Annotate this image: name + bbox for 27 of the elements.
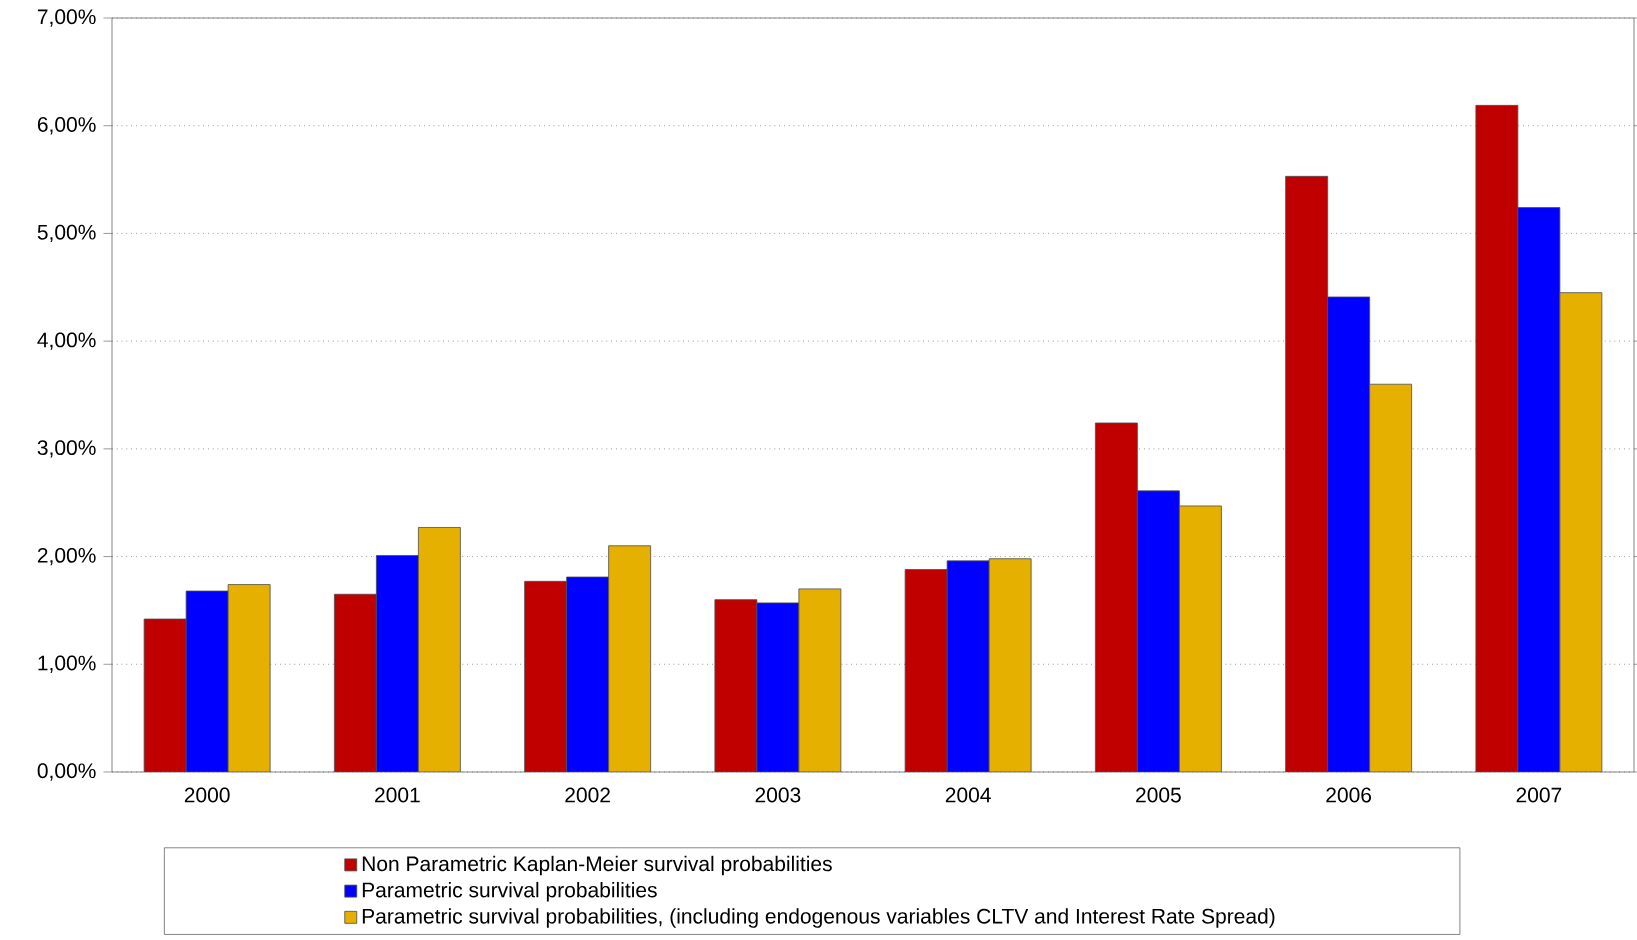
x-tick-label: 2000 (184, 787, 230, 803)
bar (798, 588, 842, 772)
legend-label: Parametric survival probabilities (362, 882, 657, 902)
y-tick-label: 5,00% (37, 224, 96, 243)
x-tick-label: 2007 (1516, 787, 1562, 803)
bar (1369, 383, 1413, 772)
bar (227, 584, 271, 772)
bar (417, 527, 461, 772)
y-tick-label: 1,00% (38, 655, 96, 673)
y-tick-label: 3,00% (37, 440, 96, 458)
legend-label: Parametric survival probabilities, (including endogenous variables CLTV and Interest Rate Spread) (362, 908, 1275, 928)
y-tick-label: 4,00% (37, 332, 96, 350)
bar (1178, 505, 1222, 772)
x-tick-label: 2001 (375, 787, 420, 803)
bar (608, 545, 652, 772)
legend-label: Non Parametric Kaplan-Meier survival probabilities (362, 855, 832, 876)
y-tick-label: 7,00% (37, 9, 96, 27)
y-tick-label: 0,00% (37, 763, 96, 781)
x-tick-label: 2004 (945, 787, 991, 803)
y-tick-label: 6,00% (37, 117, 96, 135)
x-tick-label: 2006 (1326, 787, 1372, 803)
bar (1559, 292, 1603, 772)
x-tick-label: 2005 (1136, 787, 1181, 803)
y-tick-label: 2,00% (37, 547, 96, 566)
bar (988, 558, 1032, 772)
x-tick-label: 2003 (755, 787, 801, 803)
x-tick-label: 2002 (565, 787, 610, 803)
